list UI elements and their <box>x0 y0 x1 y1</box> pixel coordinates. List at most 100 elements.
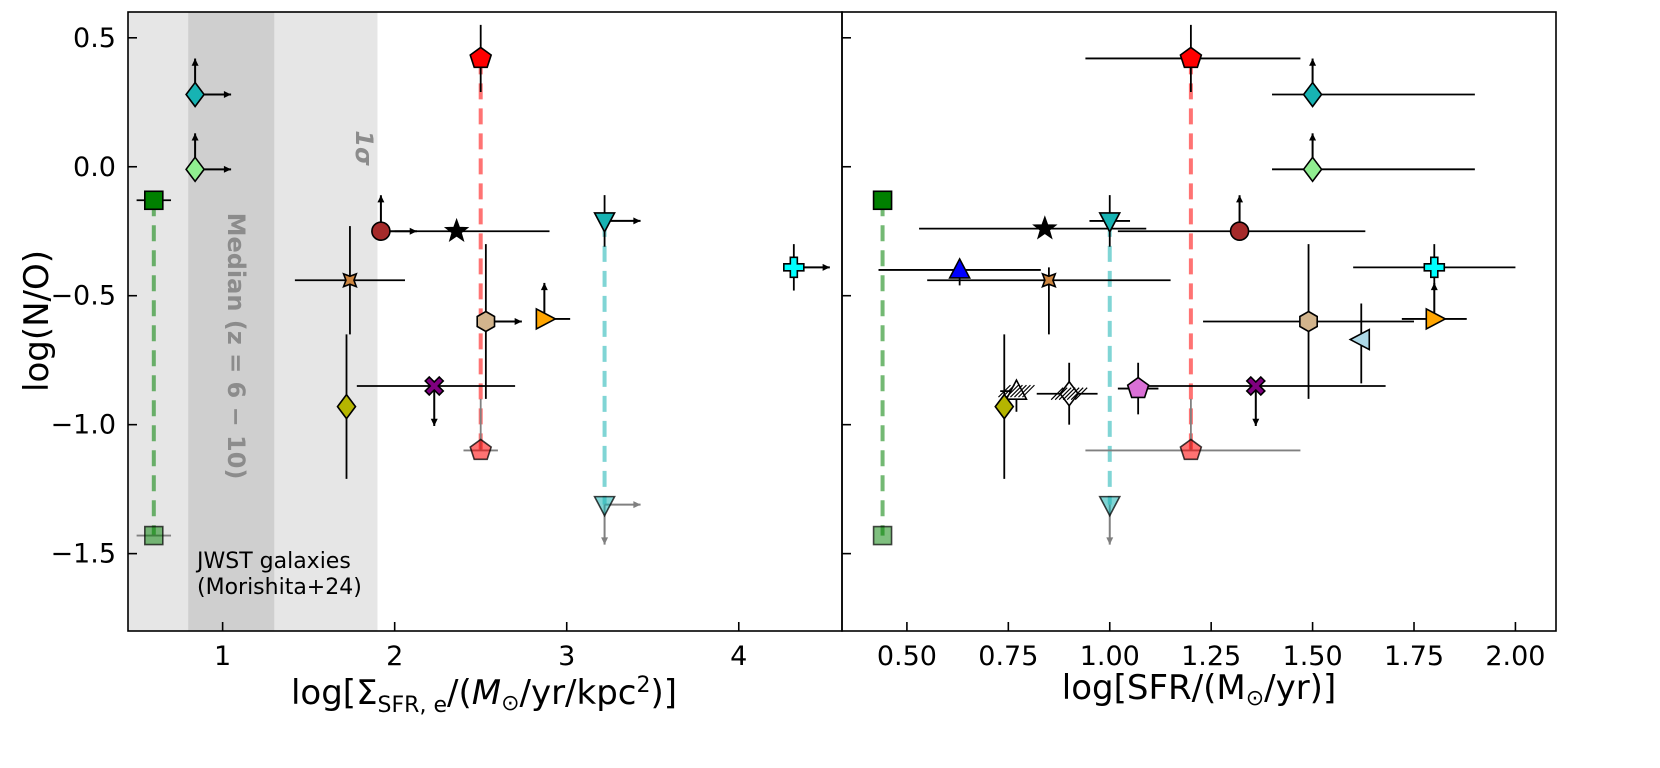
x-tick-label: 2 <box>386 641 403 672</box>
limit-arrow-head <box>191 133 199 141</box>
y-tick-label: −0.5 <box>50 281 116 312</box>
limit-arrow-head <box>377 195 385 203</box>
hatch-line <box>1022 384 1035 398</box>
limit-arrow-head <box>223 91 232 99</box>
marker-plus <box>783 256 805 279</box>
data-point <box>593 495 641 545</box>
limit-arrow-head <box>1252 418 1260 426</box>
hatch-line <box>1014 384 1027 398</box>
x-tick-label: 1 <box>214 641 231 672</box>
data-point <box>294 226 405 335</box>
x-axis-title-right: log[SFR/(M⊙/yr)] <box>1062 668 1336 711</box>
y-tick-label: 0.0 <box>73 152 116 183</box>
left-panel: 1σ Median (z = 6 − 10) JWST galaxies (Mo… <box>50 11 843 672</box>
limit-arrow-head <box>191 58 199 66</box>
marker-square <box>872 525 893 546</box>
data-point <box>1117 362 1159 415</box>
y-tick-label: −1.0 <box>50 410 116 441</box>
limit-arrow-head <box>514 318 522 325</box>
marker-square <box>872 190 893 211</box>
x-tick-label: 0.50 <box>877 641 937 672</box>
x-tick-label: 0.75 <box>978 641 1038 672</box>
marker-pentagon <box>1179 46 1203 69</box>
right-panel: 0.50 0.75 1.00 1.25 1.50 1.75 2.00 <box>841 11 1557 672</box>
data-point <box>994 334 1015 479</box>
limit-arrow-head <box>822 263 830 271</box>
data-point <box>1089 195 1131 247</box>
marker-x <box>424 375 445 397</box>
marker-square <box>144 525 164 546</box>
marker-star4 <box>1041 272 1057 288</box>
marker-plus <box>1423 256 1446 279</box>
hatch-line <box>1074 387 1088 401</box>
hatch-line <box>1050 387 1064 401</box>
marker-tri_right <box>535 307 558 331</box>
marker-pentagon <box>1126 376 1150 399</box>
data-point <box>1353 244 1516 291</box>
marker-pentagon <box>469 438 493 461</box>
data-point <box>356 375 516 426</box>
data-points-right <box>872 24 1516 546</box>
marker-diamond <box>185 155 206 183</box>
hatch-line <box>1070 387 1084 401</box>
marker-pentagon <box>1179 438 1203 461</box>
limit-arrow-head <box>601 537 609 545</box>
marker-tri_down <box>1098 495 1122 518</box>
connector-lines-right <box>880 58 1193 536</box>
data-point <box>783 244 830 291</box>
data-point <box>476 244 522 399</box>
right-frame <box>841 11 1557 632</box>
data-point <box>878 257 1041 286</box>
x-tick-label: 2.00 <box>1485 641 1545 672</box>
marker-circle <box>371 221 391 242</box>
x-tick-label: 3 <box>558 641 575 672</box>
data-point <box>463 398 498 461</box>
marker-diamond <box>1302 155 1323 183</box>
limit-arrow-head <box>1236 195 1244 203</box>
data-point <box>872 190 893 211</box>
limit-arrow-head <box>223 165 232 173</box>
limit-arrow-head <box>1309 133 1317 141</box>
marker-circle <box>1229 221 1250 242</box>
marker-pentagon <box>469 46 493 69</box>
marker-x <box>1245 375 1266 397</box>
data-point <box>136 190 172 211</box>
data-point <box>1085 398 1301 461</box>
one-sigma-label: 1σ <box>350 130 378 166</box>
data-point <box>1348 303 1371 384</box>
y-ticks-right <box>842 36 851 555</box>
hatch-line <box>1054 387 1068 401</box>
data-point <box>185 133 232 183</box>
marker-hexagon <box>1299 310 1318 333</box>
limit-arrow-head <box>633 217 641 225</box>
x-tick-label: 4 <box>730 641 747 672</box>
limit-arrow-head <box>633 501 641 509</box>
data-point <box>872 525 893 546</box>
data-point <box>1036 362 1098 425</box>
x-tick-label: 1.25 <box>1181 641 1241 672</box>
marker-square <box>144 190 164 211</box>
data-point <box>136 525 172 546</box>
hatch-line <box>1062 387 1076 401</box>
data-point <box>1401 282 1467 331</box>
y-tick-label: −1.5 <box>50 539 116 570</box>
y-axis-title: log(N/O) <box>17 250 57 392</box>
marker-star4 <box>342 272 358 288</box>
marker-star <box>1032 215 1058 240</box>
x-axis-title-left: log[ΣSFR, e/(M⊙/yr/kpc2)] <box>291 673 677 718</box>
data-point <box>1098 495 1122 545</box>
x-tick-label: 1.75 <box>1384 641 1444 672</box>
jwst-note-line2: (Morishita+24) <box>197 575 362 600</box>
marker-tri_down <box>593 212 616 234</box>
x-ticks-right: 0.50 0.75 1.00 1.25 1.50 1.75 2.00 <box>877 622 1545 672</box>
data-point <box>1085 24 1301 92</box>
x-ticks-left: 1 2 3 4 <box>214 622 747 672</box>
jwst-note-line1: JWST galaxies <box>195 549 351 574</box>
marker-star <box>443 217 470 243</box>
hatch-line <box>1066 387 1080 401</box>
limit-arrow-head <box>1430 282 1438 291</box>
marker-tri_right <box>1425 307 1448 331</box>
x-tick-label: 1.50 <box>1283 641 1343 672</box>
data-point <box>927 267 1171 335</box>
limit-arrow-head <box>540 282 548 291</box>
